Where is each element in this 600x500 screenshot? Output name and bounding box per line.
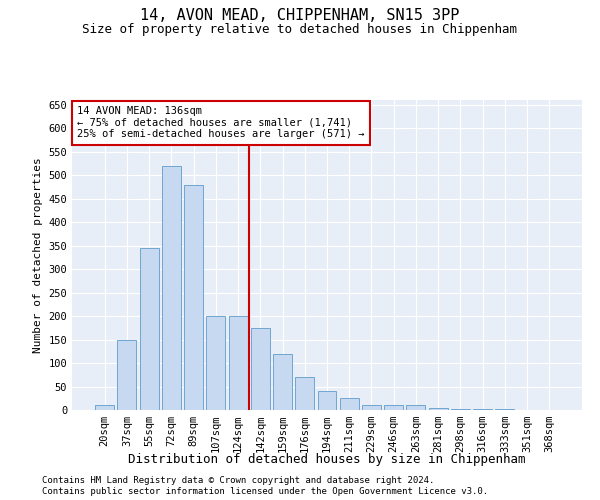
Bar <box>206 316 225 410</box>
Bar <box>429 408 448 410</box>
Bar <box>362 406 381 410</box>
Bar <box>118 340 136 410</box>
Text: 14 AVON MEAD: 136sqm
← 75% of detached houses are smaller (1,741)
25% of semi-de: 14 AVON MEAD: 136sqm ← 75% of detached h… <box>77 106 365 140</box>
Y-axis label: Number of detached properties: Number of detached properties <box>33 157 43 353</box>
Bar <box>95 406 114 410</box>
Bar <box>496 409 514 410</box>
Text: Size of property relative to detached houses in Chippenham: Size of property relative to detached ho… <box>83 22 517 36</box>
Bar <box>251 328 270 410</box>
Bar <box>473 409 492 410</box>
Bar <box>229 316 248 410</box>
Text: 14, AVON MEAD, CHIPPENHAM, SN15 3PP: 14, AVON MEAD, CHIPPENHAM, SN15 3PP <box>140 8 460 22</box>
Bar <box>184 184 203 410</box>
Bar <box>451 409 470 410</box>
Bar <box>295 377 314 410</box>
Bar <box>406 406 425 410</box>
Bar <box>162 166 181 410</box>
Text: Contains public sector information licensed under the Open Government Licence v3: Contains public sector information licen… <box>42 488 488 496</box>
Bar <box>273 354 292 410</box>
Bar <box>317 391 337 410</box>
Bar <box>340 398 359 410</box>
Text: Distribution of detached houses by size in Chippenham: Distribution of detached houses by size … <box>128 452 526 466</box>
Bar <box>384 406 403 410</box>
Bar <box>140 248 158 410</box>
Text: Contains HM Land Registry data © Crown copyright and database right 2024.: Contains HM Land Registry data © Crown c… <box>42 476 434 485</box>
